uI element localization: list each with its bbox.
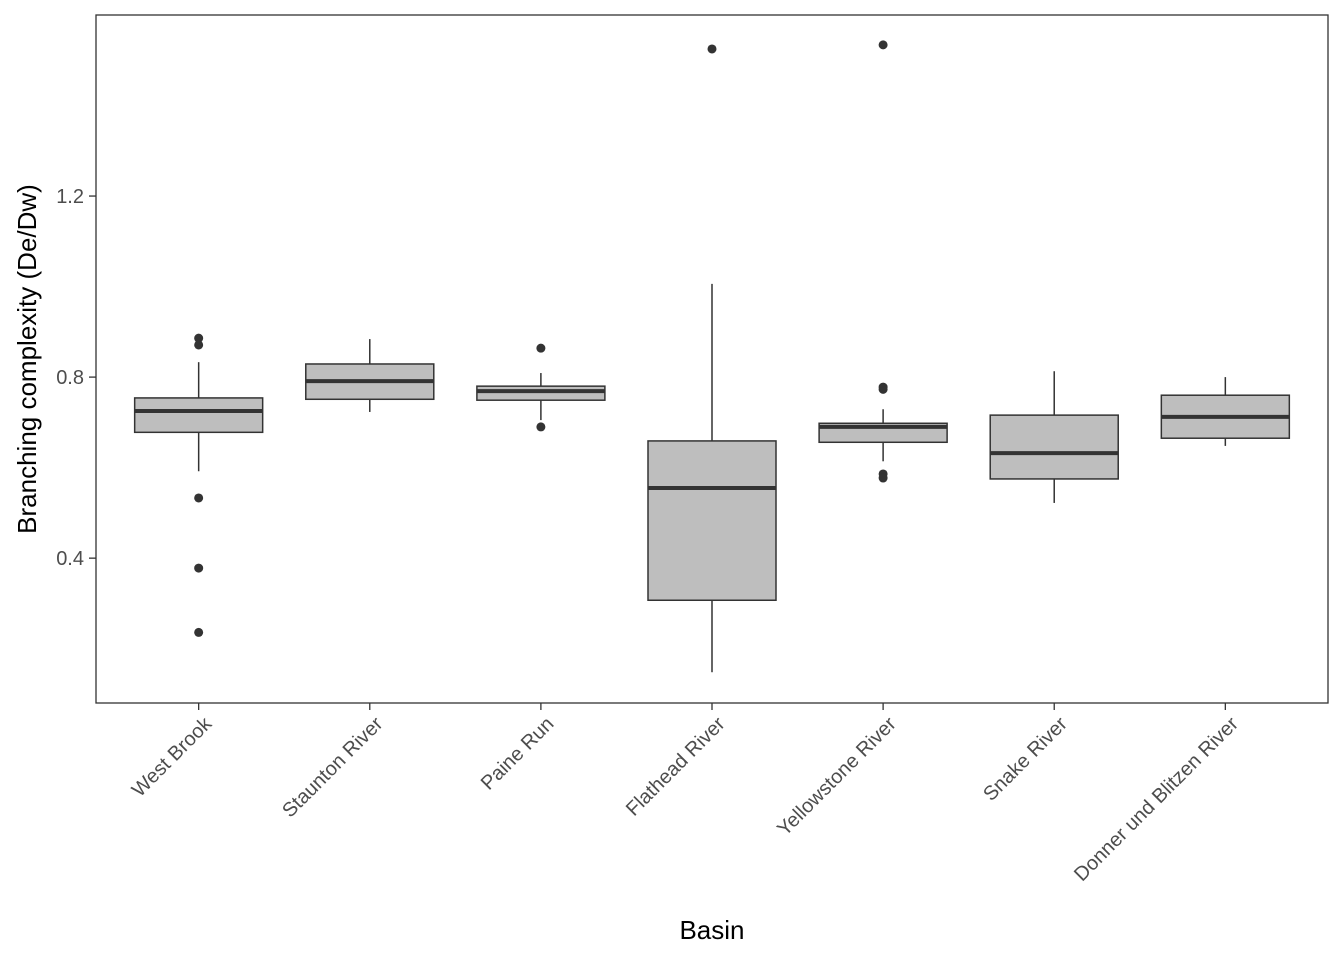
box-iqr xyxy=(133,397,264,434)
outlier-point xyxy=(878,473,888,483)
outlier-point xyxy=(194,340,204,350)
x-tick-label: Snake River xyxy=(979,713,1072,806)
outlier-point xyxy=(878,40,888,50)
y-tick-label: 0.8 xyxy=(56,367,84,389)
x-tick-label: West Brook xyxy=(128,712,217,801)
y-tick-label: 1.2 xyxy=(56,186,84,208)
outlier-point xyxy=(194,333,204,343)
outlier-point xyxy=(194,627,204,637)
x-axis-title: Basin xyxy=(679,915,744,945)
outlier-point xyxy=(536,343,546,353)
box-4 xyxy=(818,40,948,483)
outlier-point xyxy=(707,44,717,54)
outlier-point xyxy=(194,563,204,573)
x-tick-label: Paine Run xyxy=(477,713,559,795)
x-tick-label: Flathead River xyxy=(622,713,730,821)
outlier-point xyxy=(878,384,888,394)
box-3 xyxy=(647,44,777,673)
outlier-point xyxy=(536,422,546,432)
box-iqr xyxy=(476,385,606,401)
box-2 xyxy=(476,343,606,432)
box-iqr xyxy=(647,440,777,602)
box-6 xyxy=(1160,377,1291,446)
y-tick-label: 0.4 xyxy=(56,548,84,570)
x-tick-label: Staunton River xyxy=(278,713,387,822)
box-0 xyxy=(133,333,264,637)
box-5 xyxy=(989,371,1119,503)
x-tick-label: Donner und Blitzen River xyxy=(1070,713,1243,886)
x-tick-label: Yellowstone River xyxy=(773,713,901,841)
outlier-point xyxy=(194,493,204,503)
box-1 xyxy=(305,339,435,412)
box-iqr xyxy=(989,414,1119,480)
y-axis-title: Branching complexity (De/Dw) xyxy=(12,184,42,534)
